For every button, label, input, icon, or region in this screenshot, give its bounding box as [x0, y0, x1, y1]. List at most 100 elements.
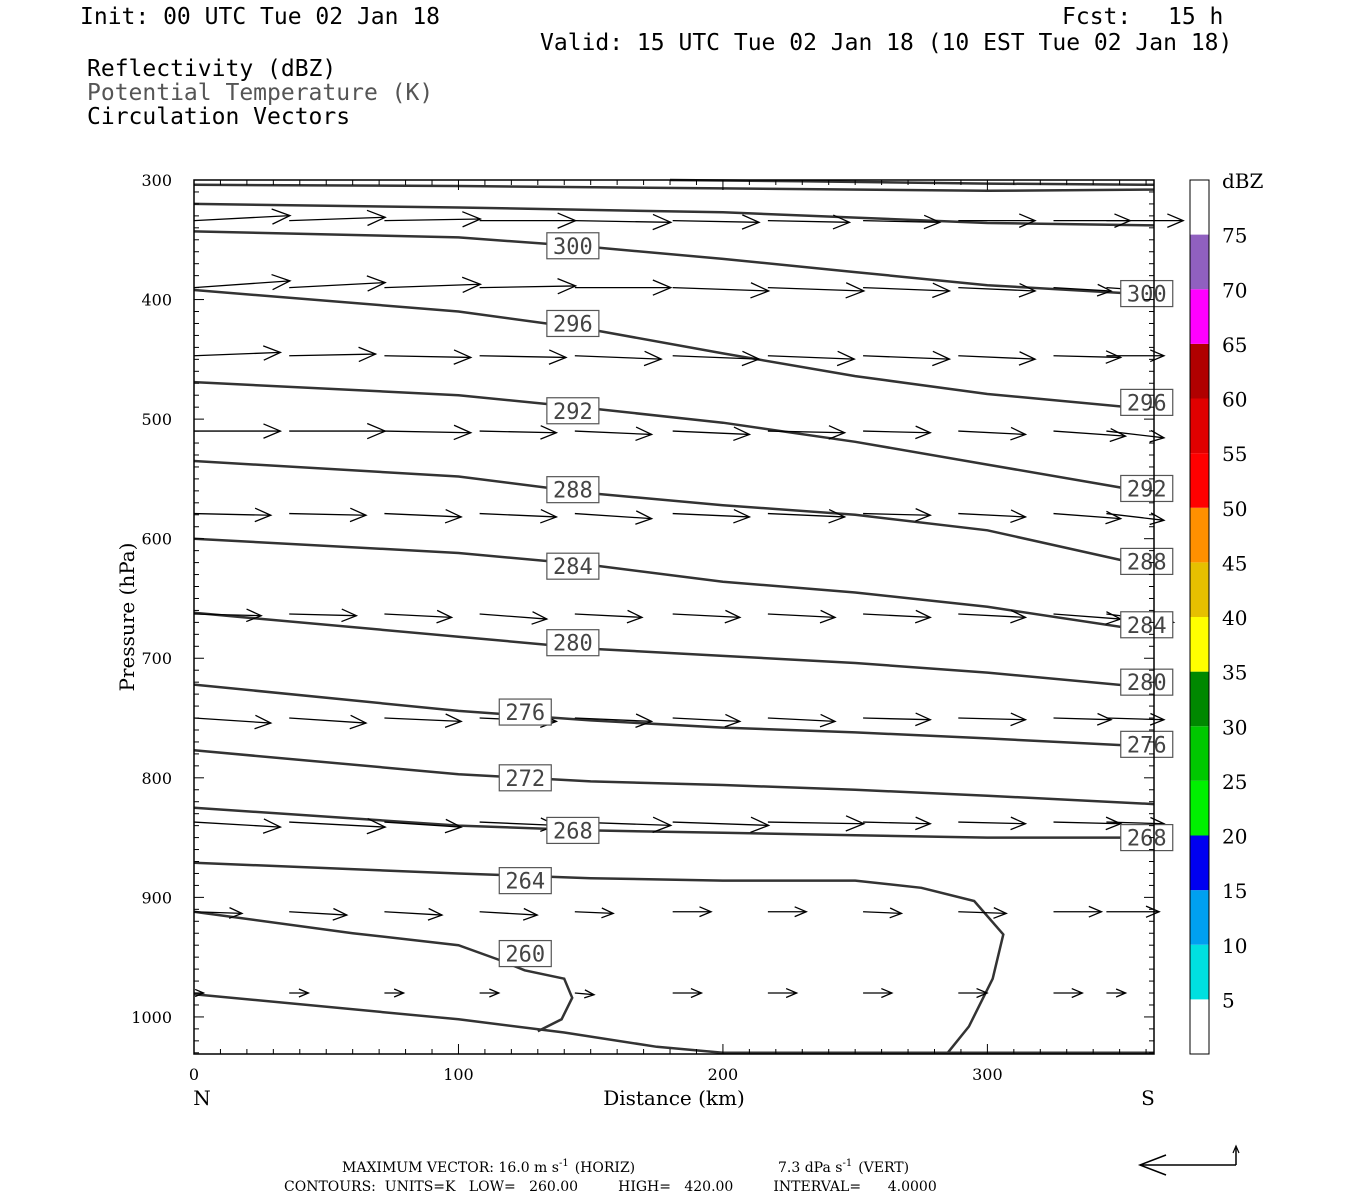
y-tick-label: 800: [141, 769, 172, 788]
colorbar-label: 35: [1222, 661, 1247, 685]
reference-vector: [1137, 1144, 1240, 1176]
contour-label: 280: [546, 629, 600, 657]
circulation-vector: [863, 425, 932, 440]
contour-label: 276: [498, 698, 552, 726]
colorbar-units: dBZ: [1222, 169, 1264, 193]
contour-label: 300: [546, 232, 600, 260]
y-tick-label: 300: [141, 171, 172, 190]
contour-label: 276: [1120, 730, 1174, 758]
plot-frame: [193, 179, 1155, 1055]
colorbar-swatch: [1190, 343, 1209, 399]
colorbar-label: 50: [1222, 497, 1247, 521]
colorbar-label: 75: [1222, 224, 1247, 248]
contour-label: 296: [1120, 388, 1174, 416]
circulation-vector: [672, 350, 761, 367]
circulation-vector: [289, 714, 368, 730]
y-tick-label: 400: [141, 291, 172, 310]
dbz-colorbar: 5 10 15 20 25 30 35 40 45 50 55 60 65 70 75: [1190, 224, 1247, 1012]
circulation-vector: [958, 282, 1037, 298]
circulation-vector: [193, 818, 283, 834]
svg-text:276: 276: [1127, 733, 1167, 758]
contour-label: 288: [1120, 547, 1174, 575]
valid-time: Valid: 15 UTC Tue 02 Jan 18 (10 EST Tue …: [540, 30, 1233, 56]
circulation-vector: [672, 713, 742, 728]
footer-contours: CONTOURS: UNITS=K LOW= 260.00 HIGH= 420.…: [284, 1179, 937, 1195]
colorbar-label: 10: [1222, 934, 1247, 958]
circulation-vector: [289, 346, 378, 363]
contour-label: 268: [1120, 823, 1174, 852]
circulation-vector: [767, 987, 799, 999]
theta-contour-304: [193, 202, 1155, 227]
svg-text:280: 280: [553, 632, 593, 657]
theta-contour-296: [193, 288, 1155, 411]
y-tick-label: 900: [141, 888, 172, 907]
circulation-vector: [289, 817, 387, 835]
circulation-vector: [384, 713, 463, 729]
circulation-vector: [767, 350, 856, 367]
circulation-vector: [863, 282, 952, 299]
svg-text:296: 296: [1127, 391, 1167, 416]
circulation-vector: [767, 508, 847, 524]
colorbar-label: 20: [1222, 825, 1247, 849]
circulation-vector: [194, 423, 283, 439]
theta-contour-260: [193, 910, 574, 1033]
colorbar-swatch: [1190, 507, 1209, 563]
circulation-vector: [479, 212, 578, 229]
circulation-vector: [574, 279, 673, 296]
circulation-vector: [958, 907, 1008, 919]
colorbar-label: 70: [1222, 278, 1247, 302]
circulation-vector: [289, 422, 387, 440]
circulation-vector: [672, 816, 771, 833]
contour-label: 260: [498, 939, 552, 968]
x-tick-label: 0: [189, 1065, 199, 1084]
circulation-vector: [384, 907, 444, 921]
colorbar-label: 30: [1222, 715, 1247, 739]
circulation-vector: [672, 214, 761, 230]
circulation-vector: [479, 278, 578, 295]
x-right-end-label: S: [1141, 1086, 1155, 1110]
theta-contour-284: [193, 537, 1155, 634]
colorbar-label: 55: [1222, 442, 1247, 466]
circulation-vector: [479, 907, 539, 921]
circulation-vector: [289, 275, 387, 292]
contour-label: 280: [1120, 668, 1174, 696]
circulation-vector: [479, 508, 559, 524]
circulation-vector: [289, 907, 349, 921]
circulation-vector: [767, 214, 852, 230]
circulation-vector: [289, 608, 359, 623]
theta-contour-280: [193, 611, 1155, 690]
contour-label: 264: [498, 867, 552, 895]
axis-layer: 300 400 500 600 700 800 900 1000 0 100 200 300: [131, 171, 1154, 1084]
theta-contour-272: [193, 749, 1155, 806]
circulation-vector: [384, 276, 483, 294]
contour-label: 292: [1120, 474, 1174, 502]
circulation-vector: [574, 713, 654, 729]
svg-text:276: 276: [505, 701, 545, 726]
svg-text:300: 300: [553, 235, 593, 260]
colorbar-swatch: [1190, 398, 1209, 454]
circulation-vector: [479, 349, 568, 365]
x-tick-label: 100: [443, 1065, 474, 1084]
circulation-vector: [767, 713, 837, 728]
circulation-vector: [767, 425, 847, 440]
svg-text:284: 284: [553, 555, 593, 580]
circulation-vector: [384, 818, 463, 834]
circulation-vector: [1053, 987, 1084, 999]
forecast-hour: 15 h: [1168, 4, 1224, 30]
circulation-vector: [958, 987, 989, 999]
svg-text:272: 272: [505, 767, 545, 792]
contour-label-layer: 300 300 296 296 292 292 288 288 284 284 280 280 276 2…: [498, 232, 1174, 968]
circulation-vector: [672, 282, 771, 299]
circulation-vector: [574, 510, 654, 525]
colorbar-label: 45: [1222, 551, 1247, 575]
colorbar-label: 5: [1222, 988, 1235, 1012]
y-tick-label: 1000: [131, 1008, 172, 1027]
footer-max-vector: MAXIMUM VECTOR: 16.0 m s-1 (HORIZ): [342, 1158, 635, 1176]
circulation-vector: [193, 608, 263, 623]
svg-text:288: 288: [553, 479, 593, 504]
circulation-vector: [863, 712, 932, 727]
theta-contour-292: [193, 380, 1155, 495]
circulation-vector: [767, 609, 837, 624]
circulation-vector: [958, 712, 1028, 727]
y-tick-label: 700: [141, 649, 172, 668]
